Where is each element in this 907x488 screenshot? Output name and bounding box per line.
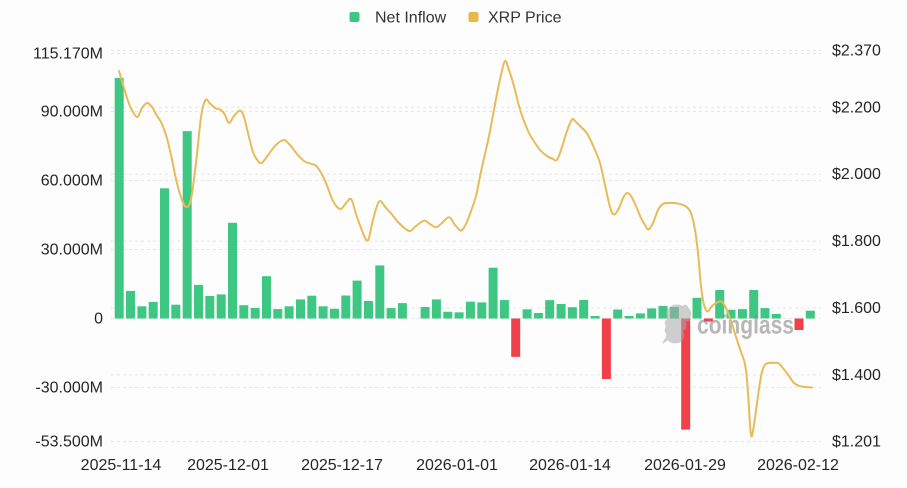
svg-text:60.000M: 60.000M	[41, 173, 103, 190]
svg-text:-30.000M: -30.000M	[35, 380, 103, 397]
svg-text:$1.201: $1.201	[832, 433, 881, 450]
svg-text:coinglass: coinglass	[697, 310, 794, 340]
svg-text:2025-12-17: 2025-12-17	[301, 457, 383, 474]
svg-text:$1.600: $1.600	[832, 300, 881, 317]
svg-text:Net Inflow: Net Inflow	[375, 10, 447, 27]
svg-text:2025-11-14: 2025-11-14	[81, 457, 162, 474]
svg-text:0: 0	[94, 311, 103, 328]
svg-text:2026-01-01: 2026-01-01	[416, 457, 498, 474]
svg-text:$2.370: $2.370	[832, 43, 881, 60]
svg-text:2025-12-01: 2025-12-01	[187, 457, 269, 474]
svg-text:115.170M: 115.170M	[33, 46, 103, 63]
svg-text:XRP Price: XRP Price	[488, 10, 562, 27]
svg-text:$1.400: $1.400	[832, 367, 881, 384]
svg-text:$2.200: $2.200	[832, 99, 881, 116]
svg-text:$2.000: $2.000	[832, 166, 881, 183]
svg-text:2026-02-12: 2026-02-12	[757, 457, 839, 474]
svg-text:2026-01-29: 2026-01-29	[644, 457, 726, 474]
svg-text:$1.800: $1.800	[832, 233, 881, 250]
svg-text:30.000M: 30.000M	[41, 242, 103, 259]
svg-text:-53.500M: -53.500M	[35, 434, 103, 451]
svg-text:2026-01-14: 2026-01-14	[529, 457, 611, 474]
svg-text:90.000M: 90.000M	[41, 104, 103, 121]
